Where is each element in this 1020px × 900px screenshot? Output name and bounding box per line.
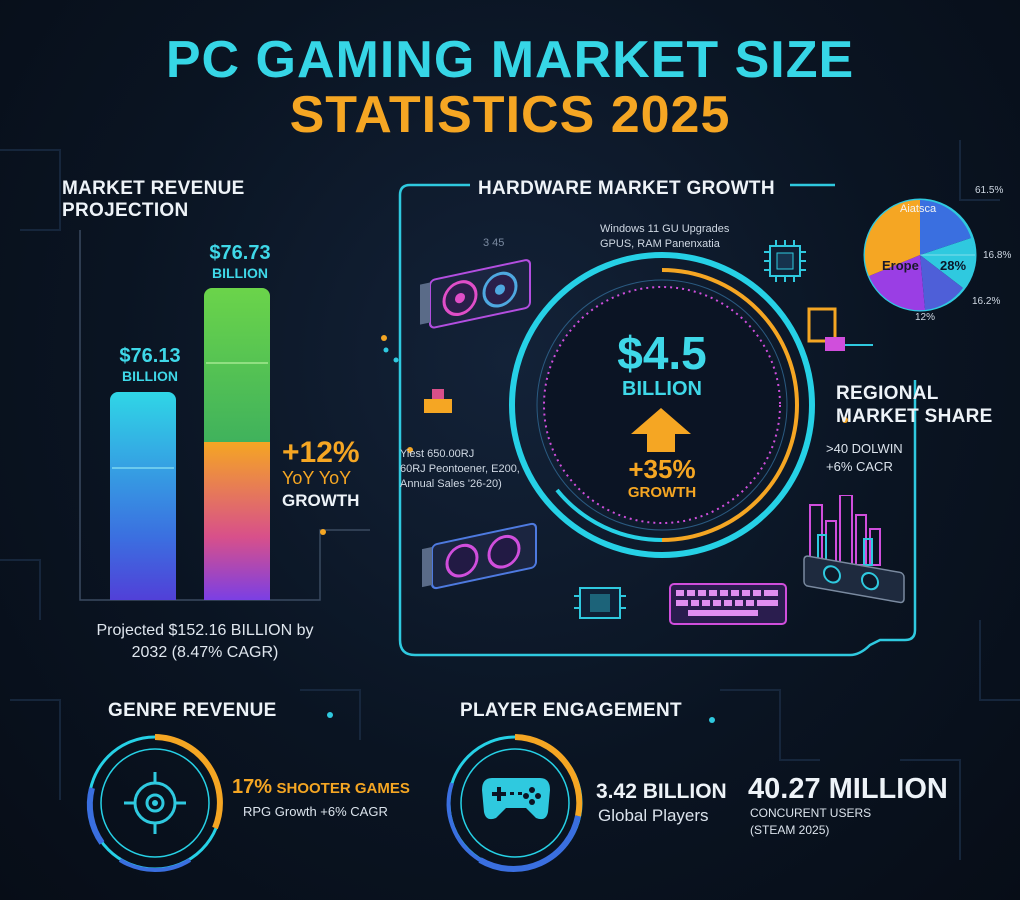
genre-ring	[86, 734, 223, 872]
hardware-center-unit: BILLION	[622, 378, 702, 400]
pie-label-pct-r: 16.8%	[983, 250, 1012, 261]
page-title-line2: STATISTICS 2025	[289, 86, 731, 144]
hardware-center-growth: +35%	[628, 454, 696, 484]
engagement-ring	[446, 734, 583, 872]
players-value: 3.42 BILLION	[596, 780, 727, 803]
component-icon	[424, 389, 452, 413]
growth-yoy: YoY YoY	[282, 468, 352, 488]
chart-bar-2	[204, 442, 270, 600]
market-revenue-heading-line1: MARKET REVENUE	[62, 178, 245, 199]
hardware-heading: HARDWARE MARKET GROWTH	[478, 178, 775, 199]
bar1-unit: BILLION	[122, 368, 178, 384]
bar1-label: $76.13 BILLION	[95, 345, 205, 384]
city-icon	[803, 495, 905, 604]
pie-label-inner-pct: 28%	[940, 258, 967, 273]
projection-text: Projected $152.16 BILLION by 2032 (8.47%…	[60, 620, 350, 663]
growth-word: GROWTH	[282, 491, 360, 510]
concurrent-label: CONCURENT USERS (STEAM 2025)	[750, 805, 871, 839]
chip-icon-bottom	[574, 587, 626, 619]
regional-sub-line2: +6% CACR	[826, 458, 893, 474]
market-revenue-heading-line2: PROJECTION	[62, 200, 189, 221]
hardware-side-line3: Annual Sales '26-20)	[400, 477, 502, 490]
pie-label-pct-b: 12%	[915, 312, 936, 323]
hardware-ring	[509, 252, 815, 558]
pie-label-europe: Erope	[882, 258, 919, 273]
page-title-line1: PC GAMING MARKET SIZE	[165, 31, 855, 89]
hardware-side-note: Yiest 650.00RJ 60RJ Peontoener, E200, An…	[400, 447, 520, 492]
up-arrow-icon	[631, 408, 691, 452]
genre-heading: GENRE REVENUE	[108, 700, 277, 721]
bar2-unit: BILLION	[212, 265, 268, 281]
engagement-heading: PLAYER ENGAGEMENT	[460, 700, 682, 721]
bar2-value: $76.73	[209, 242, 271, 264]
hardware-note: Windows 11 GU Upgrades GPUS, RAM Panenxa…	[600, 222, 729, 252]
regional-sub: >40 DOLWIN +6% CACR	[826, 440, 903, 475]
bar2-highlight	[206, 362, 268, 364]
crosshair-icon	[124, 772, 186, 834]
hardware-center-value: $4.5	[617, 327, 707, 379]
regional-heading-line2: MARKET SHARE	[836, 405, 993, 427]
regional-heading: REGIONAL MARKET SHARE	[836, 383, 993, 429]
bar2-label: $76.73 BILLION	[185, 242, 295, 281]
hardware-note-line2: GPUS, RAM Panenxatia	[600, 237, 720, 250]
pie-label-pct-tr: 61.5%	[975, 185, 1004, 196]
gamepad-icon	[482, 778, 550, 820]
gpu-icon	[420, 259, 531, 329]
pie-chart-icon	[863, 198, 977, 312]
hardware-tiny-tag: 3 45	[483, 237, 505, 249]
genre-stat: 17% SHOOTER GAMES	[232, 776, 410, 799]
pc-part-icon	[807, 307, 873, 351]
projection-line1: Projected $152.16 BILLION by	[96, 622, 314, 639]
gpu-icon-bottom	[422, 522, 537, 590]
genre-pct: 17%	[232, 776, 273, 798]
hardware-side-line1: Yiest 650.00RJ	[400, 448, 475, 460]
regional-sub-line1: >40 DOLWIN	[826, 441, 903, 456]
projection-line2: 2032 (8.47% CAGR)	[131, 643, 279, 661]
concurrent-label-line2: (STEAM 2025)	[750, 822, 830, 837]
cpu-chip-icon	[764, 240, 806, 282]
chart-bar-1	[110, 392, 176, 600]
genre-label: SHOOTER GAMES	[276, 780, 410, 797]
genre-sub: RPG Growth +6% CAGR	[243, 804, 388, 819]
concurrent-label-line1: CONCURENT USERS	[750, 806, 872, 820]
regional-heading-line1: REGIONAL	[836, 383, 939, 404]
concurrent-value: 40.27 MILLION	[748, 773, 948, 805]
market-revenue-heading: MARKET REVENUE PROJECTION	[62, 178, 245, 222]
bar1-highlight	[112, 467, 174, 469]
growth-pct: +12%	[282, 436, 360, 469]
pie-label-top: Aiatsca	[900, 203, 937, 215]
chart-bar-2-top	[204, 288, 270, 442]
pie-label-pct-br: 16.2%	[972, 296, 1001, 307]
players-label: Global Players	[598, 806, 709, 825]
bar1-value: $76.13	[119, 345, 181, 367]
growth-callout: +12% YoY YoY GROWTH	[282, 436, 360, 511]
keyboard-icon	[669, 583, 787, 625]
hardware-note-line1: Windows 11 GU Upgrades	[600, 223, 730, 235]
hardware-side-line2: 60RJ Peontoener, E200,	[400, 462, 520, 475]
hardware-center-growth-word: GROWTH	[627, 484, 697, 501]
